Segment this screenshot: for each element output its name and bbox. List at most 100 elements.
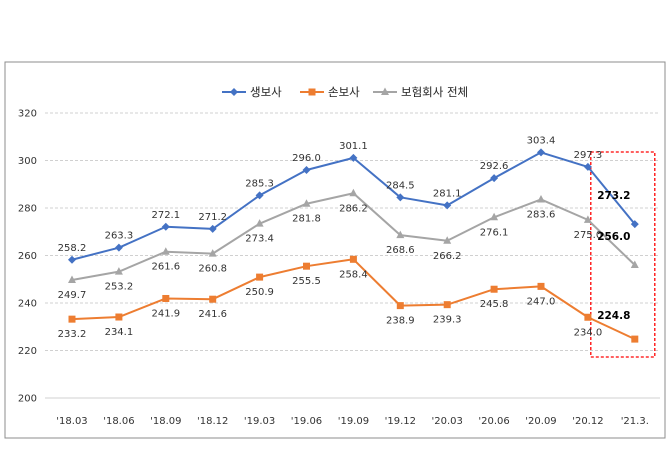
data-point [537, 148, 545, 157]
data-point [537, 194, 545, 203]
x-tick-label: '21.3. [621, 416, 649, 427]
data-label: 297.3 [574, 150, 603, 161]
data-point [256, 273, 264, 281]
x-tick-label: '18.06 [103, 416, 134, 427]
data-point [114, 243, 123, 252]
data-label: 260.8 [198, 264, 227, 275]
x-tick-label: '20.09 [525, 416, 556, 427]
y-tick-label: 300 [18, 156, 37, 167]
highlight-area [590, 151, 656, 358]
data-point [114, 267, 123, 275]
data-label: 261.6 [151, 262, 180, 273]
data-point [68, 275, 76, 283]
data-label: 285.3 [245, 178, 274, 189]
data-point [537, 282, 545, 290]
data-point [208, 249, 217, 257]
series-lines [68, 148, 639, 343]
data-label: 301.1 [339, 141, 368, 152]
data-label: 284.5 [386, 180, 415, 191]
data-label: 268.6 [386, 245, 415, 256]
data-point [443, 236, 452, 244]
highlight-box [590, 151, 656, 358]
x-tick-label: '19.09 [338, 416, 369, 427]
data-point [490, 212, 499, 221]
data-label: 224.8 [597, 310, 630, 322]
data-point [396, 193, 405, 202]
data-label: 276.1 [480, 227, 509, 238]
data-label: 234.0 [574, 327, 603, 338]
data-point [161, 222, 170, 231]
x-tick-label: '19.12 [385, 416, 416, 427]
data-label: 249.7 [58, 290, 87, 301]
data-point [208, 224, 217, 233]
data-point [631, 335, 639, 343]
y-tick-label: 240 [18, 299, 37, 310]
data-point [302, 199, 311, 207]
legend-marker [381, 87, 389, 95]
data-point [162, 294, 170, 302]
data-point [302, 166, 311, 174]
data-label: 271.2 [198, 212, 227, 223]
data-label: 275.0 [574, 230, 603, 241]
data-label: 273.4 [245, 234, 274, 245]
data-label: 258.2 [58, 243, 87, 254]
data-label: 253.2 [105, 282, 134, 293]
x-tick-label: '20.03 [432, 416, 463, 427]
data-label: 283.6 [527, 209, 556, 220]
data-labels: 258.2 263.3 272.1 271.2 285.3 296.0 301.1 284.5… [58, 135, 631, 340]
x-tick-label: '18.03 [56, 416, 87, 427]
data-point [115, 313, 123, 321]
data-point [443, 201, 452, 210]
data-label: 250.9 [245, 287, 274, 298]
data-point [443, 301, 451, 309]
data-point [490, 174, 499, 183]
data-point [583, 215, 592, 223]
data-label: 272.1 [151, 210, 180, 221]
data-point [630, 260, 639, 268]
legend-label: 손보사 [328, 85, 360, 99]
data-label: 266.2 [433, 251, 462, 262]
x-tick-label: '18.09 [150, 416, 181, 427]
legend: 생보사 손보사 보험회사 전체 [222, 85, 468, 99]
data-point [583, 162, 592, 171]
data-point [396, 230, 405, 239]
legend-label: 생보사 [250, 85, 282, 99]
data-label: 233.2 [58, 329, 87, 340]
data-point [349, 255, 357, 263]
data-label: 239.3 [433, 315, 462, 326]
data-label: 296.0 [292, 153, 321, 164]
data-point [630, 220, 639, 229]
data-label: 273.2 [597, 190, 630, 202]
chart-border [4, 61, 666, 439]
x-axis-ticks: '18.03 '18.06 '18.09 '18.12 '19.03 '19.06 '19.… [56, 416, 649, 427]
data-point [349, 188, 358, 197]
data-label: 247.0 [527, 296, 556, 307]
data-point [161, 247, 170, 255]
data-point [303, 262, 310, 270]
data-point [349, 153, 358, 162]
data-point [255, 191, 264, 200]
data-label: 286.2 [339, 203, 368, 214]
legend-label: 보험회사 전체 [401, 85, 468, 99]
y-tick-label: 220 [18, 346, 37, 357]
x-tick-label: '20.12 [572, 416, 603, 427]
data-label: 238.9 [386, 316, 415, 327]
data-label: 292.6 [480, 161, 509, 172]
y-tick-label: 260 [18, 251, 37, 262]
x-tick-label: '19.06 [291, 416, 322, 427]
x-tick-label: '18.12 [197, 416, 228, 427]
data-label: 303.4 [527, 135, 556, 146]
y-tick-label: 280 [18, 204, 37, 215]
data-label: 255.5 [292, 276, 321, 287]
data-label: 241.6 [198, 309, 227, 320]
data-label: 245.8 [480, 299, 509, 310]
data-label: 256.0 [597, 231, 630, 243]
data-point [68, 315, 76, 323]
data-label: 281.1 [433, 188, 462, 199]
data-label: 241.9 [151, 308, 180, 319]
data-label: 234.1 [105, 327, 134, 338]
y-tick-label: 320 [18, 109, 37, 120]
data-point [255, 219, 264, 227]
legend-marker [230, 88, 238, 96]
